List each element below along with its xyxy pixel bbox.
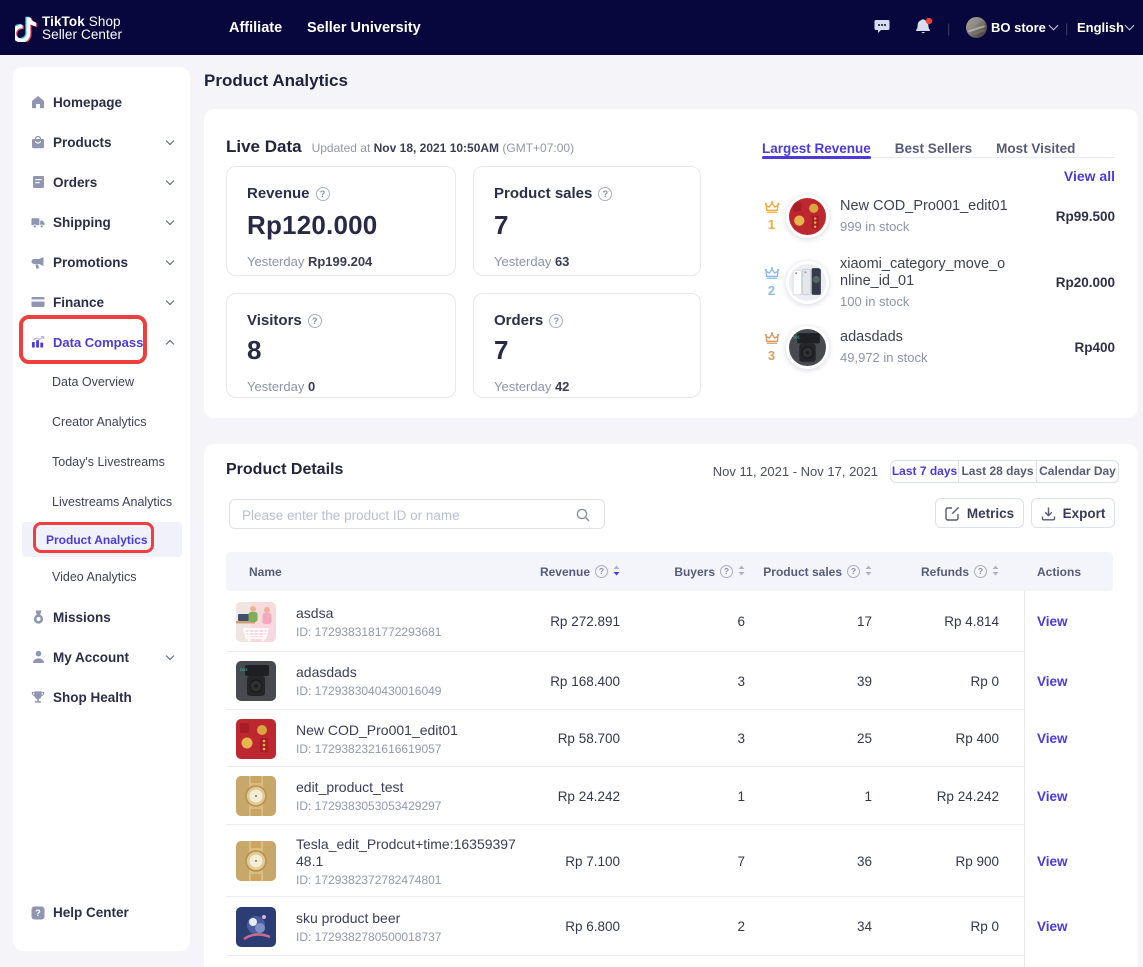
svg-text:no1: no1 [240, 667, 248, 672]
svg-text:no1: no1 [793, 334, 801, 339]
svg-text:?: ? [35, 908, 41, 918]
